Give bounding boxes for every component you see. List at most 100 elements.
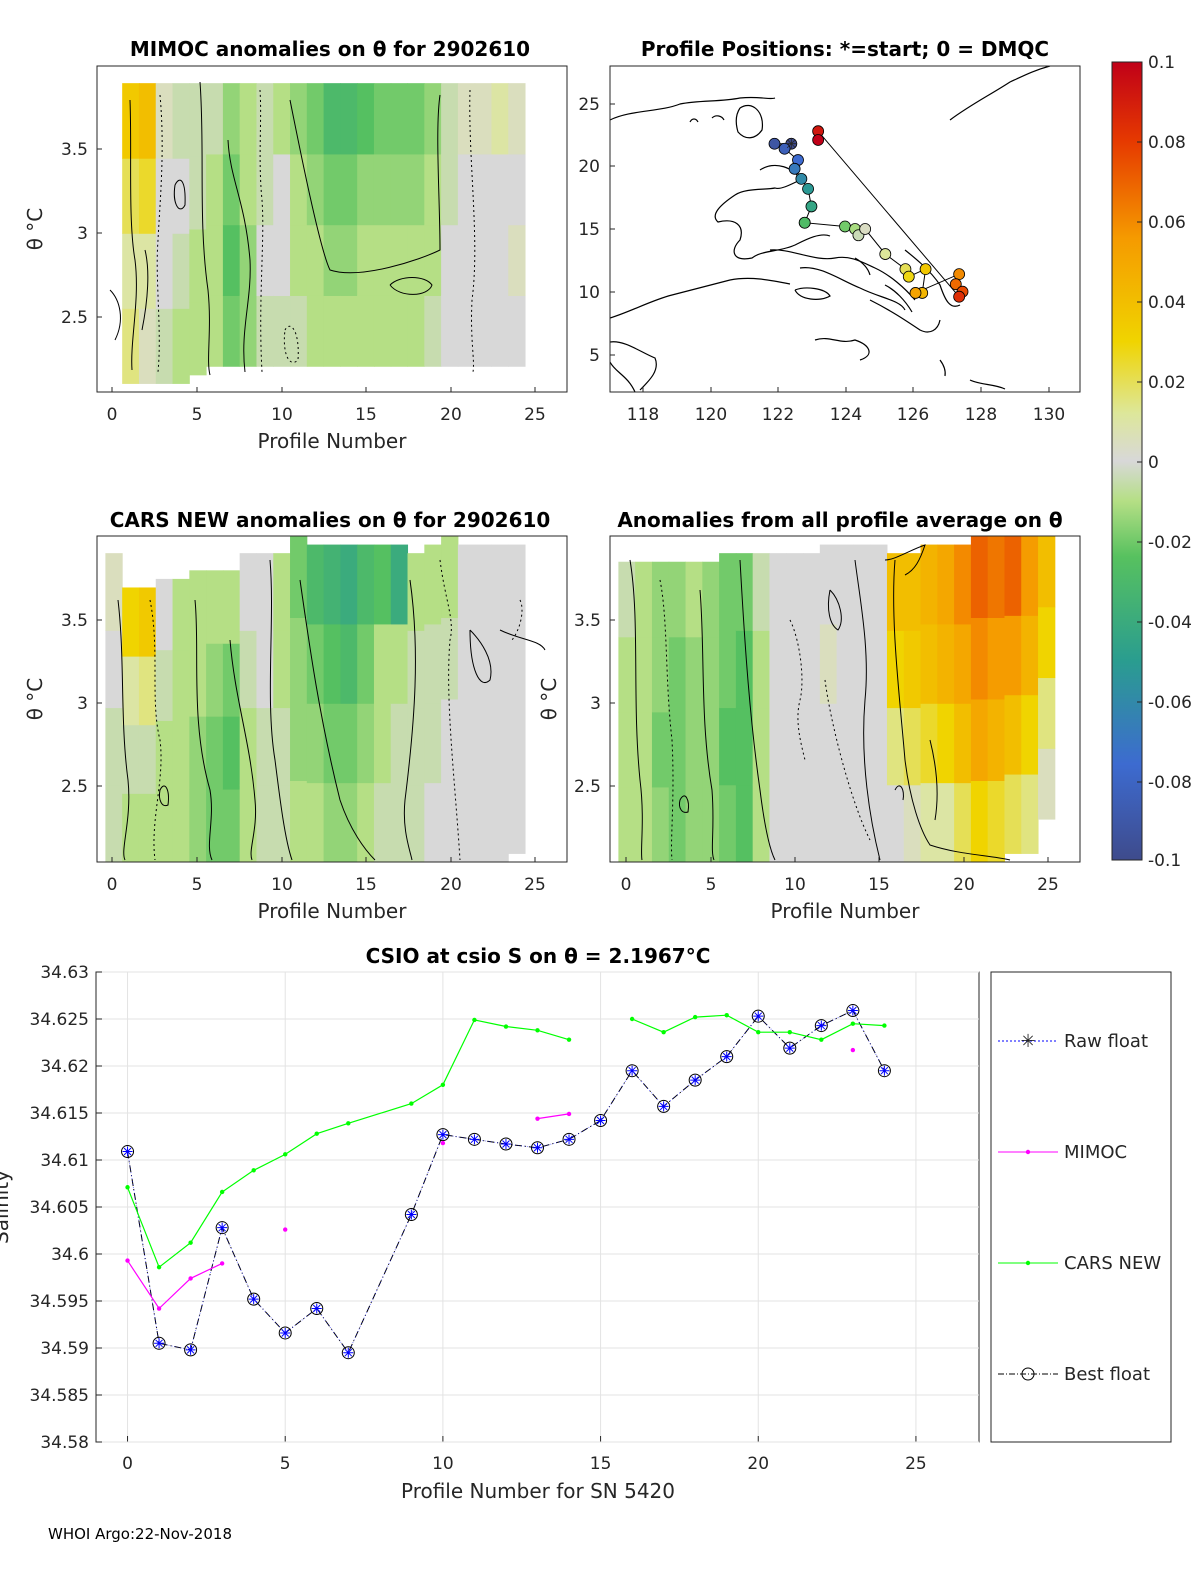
heatmap-cell xyxy=(457,544,476,625)
heatmap-cell xyxy=(390,83,409,155)
heatmap-cell xyxy=(819,623,838,704)
heatmap-cell xyxy=(273,153,291,226)
heatmap-cell xyxy=(222,224,241,296)
heatmap-cell xyxy=(189,643,207,717)
allavg-xtick: 10 xyxy=(784,875,806,895)
heatmap-cell xyxy=(290,536,308,618)
heatmap-cell xyxy=(441,83,459,155)
heatmap-cell xyxy=(340,623,358,704)
heatmap-cell xyxy=(1021,774,1039,854)
heatmap-cell xyxy=(407,630,425,709)
heatmap-cell xyxy=(618,636,636,713)
positions-xtick: 130 xyxy=(1033,405,1065,425)
salinity-ytick: 34.585 xyxy=(30,1386,89,1406)
mimoc-contours xyxy=(109,81,476,376)
cars-point xyxy=(535,1028,540,1033)
heatmap-cell xyxy=(651,636,670,713)
heatmap-cell xyxy=(306,83,325,155)
heatmap-cell xyxy=(239,224,257,296)
heatmap-cell xyxy=(491,153,509,226)
mimoc-ytick: 3.5 xyxy=(61,140,88,160)
positions-xtick: 126 xyxy=(897,405,929,425)
dot-marker-icon xyxy=(1025,1260,1031,1266)
heatmap-cell xyxy=(239,83,257,155)
cars-point xyxy=(125,1185,130,1190)
heatmap-cell xyxy=(390,703,409,784)
cars-ytick: 3.5 xyxy=(61,611,88,631)
heatmap-cell xyxy=(390,295,409,367)
heatmap-cell xyxy=(937,782,955,863)
heatmap-cell xyxy=(1021,694,1039,775)
heatmap-cell xyxy=(819,544,838,625)
cars-point xyxy=(819,1037,824,1042)
heatmap-cell xyxy=(752,707,770,786)
profile-position-marker xyxy=(953,290,966,303)
mimoc-heatmap xyxy=(122,83,526,384)
best-float-point xyxy=(877,1064,891,1078)
heatmap-cell xyxy=(306,782,325,863)
heatmap-cell xyxy=(987,617,1005,700)
heatmap-cell xyxy=(508,224,526,296)
raw-float-point xyxy=(658,1101,669,1112)
heatmap-cell xyxy=(138,308,157,384)
allavg-heatmap xyxy=(618,536,1056,863)
mimoc-point xyxy=(566,1111,572,1117)
heatmap-cell xyxy=(373,83,392,155)
salinity-ytick: 34.63 xyxy=(40,963,89,983)
heatmap-cell xyxy=(222,570,241,644)
cars-point xyxy=(661,1029,666,1035)
legend-label: Raw float xyxy=(1064,1031,1148,1052)
heatmap-cell xyxy=(920,544,938,625)
mimoc-xtick: 25 xyxy=(524,405,546,425)
heatmap-cell xyxy=(172,233,190,309)
heatmap-cell xyxy=(618,711,636,788)
heatmap-cell xyxy=(340,295,358,367)
mimoc-xtick: 5 xyxy=(192,405,203,425)
best-float-point xyxy=(184,1343,198,1357)
heatmap-cell xyxy=(970,699,989,781)
salinity-ytick: 34.62 xyxy=(40,1057,89,1077)
best-float-point xyxy=(783,1041,797,1055)
asterisk-marker-icon: ✳ xyxy=(1020,1031,1035,1052)
heatmap-cell xyxy=(836,782,854,863)
heatmap-cell xyxy=(256,553,274,631)
heatmap-cell xyxy=(256,153,274,226)
heatmap-cell xyxy=(508,83,526,155)
heatmap-cell xyxy=(819,782,838,863)
heatmap-cell xyxy=(357,703,375,784)
profile-position-marker xyxy=(798,216,811,229)
mimoc-point xyxy=(440,1140,446,1146)
heatmap-cell xyxy=(189,83,207,157)
heatmap-cell xyxy=(407,295,425,367)
cars-point xyxy=(472,1017,477,1023)
heatmap-cell xyxy=(719,553,737,631)
heatmap-cell xyxy=(702,561,720,638)
colorbar-tick: 0.06 xyxy=(1148,213,1186,233)
mimoc-ytick: 2.5 xyxy=(61,308,88,328)
cars-point xyxy=(629,1016,635,1022)
heatmap-cell xyxy=(970,617,989,700)
salinity-chart: 0 5 10 15 20 25 34.58 34.585 34.59 34.595 34.6 34.6… xyxy=(0,944,1172,1503)
raw-float-point xyxy=(248,1294,259,1305)
heatmap-cell xyxy=(491,623,509,704)
heatmap-cell xyxy=(836,544,854,625)
heatmap-cell xyxy=(138,158,157,234)
heatmap-cell xyxy=(786,630,804,709)
heatmap-cell xyxy=(1004,536,1022,616)
heatmap-cell xyxy=(803,707,821,786)
cars-point xyxy=(251,1168,256,1173)
raw-float-point xyxy=(816,1020,827,1031)
heatmap-cell xyxy=(870,782,888,863)
heatmap-cell xyxy=(441,617,459,700)
heatmap-cell xyxy=(937,623,955,704)
heatmap-cell xyxy=(273,224,291,296)
cars-xtick: 15 xyxy=(355,875,377,895)
heatmap-cell xyxy=(424,544,442,625)
heatmap-cell xyxy=(635,561,653,638)
heatmap-cell xyxy=(256,224,274,296)
profile-position-marker xyxy=(778,142,791,155)
best-float-point xyxy=(814,1019,828,1033)
positions-ytick: 25 xyxy=(578,95,600,115)
mimoc-ylabel: θ °C xyxy=(23,208,47,251)
heatmap-cell xyxy=(987,536,1005,618)
